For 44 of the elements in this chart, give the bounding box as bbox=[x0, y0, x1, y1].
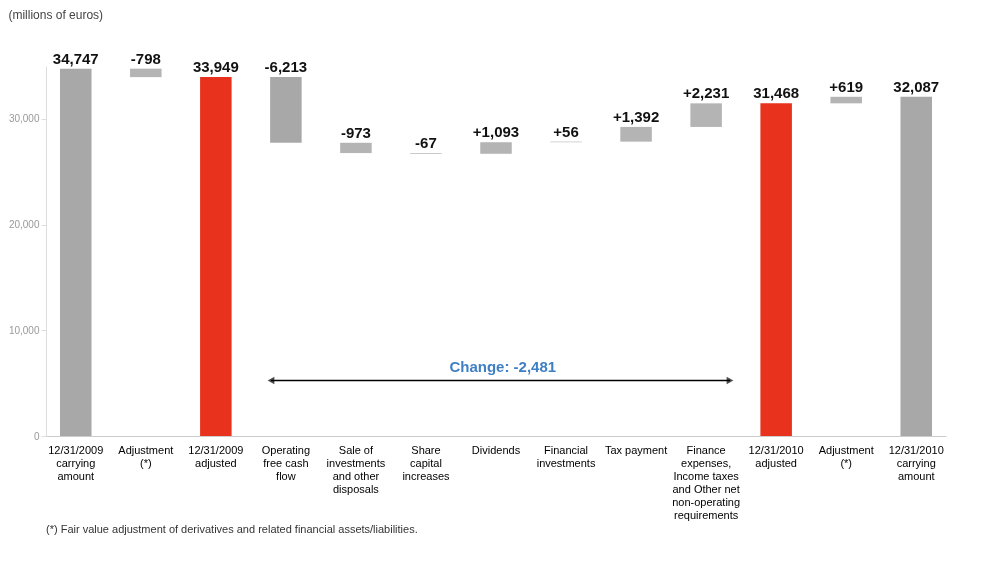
data-label: -67 bbox=[415, 134, 437, 152]
data-label: -6,213 bbox=[264, 58, 308, 76]
bar bbox=[480, 142, 512, 154]
x-tick-label: Financial investments bbox=[536, 443, 596, 469]
data-label: 34,747 bbox=[52, 49, 99, 67]
bar bbox=[760, 103, 792, 436]
data-label: 31,468 bbox=[753, 84, 800, 102]
y-tick-label: 20,000 bbox=[8, 219, 40, 231]
bar bbox=[60, 68, 92, 436]
bar bbox=[340, 142, 372, 154]
y-tick-label: 30,000 bbox=[8, 113, 40, 125]
bar bbox=[200, 77, 232, 436]
data-label: +56 bbox=[553, 122, 579, 140]
x-tick-label: Adjustment (*) bbox=[118, 443, 174, 469]
data-label: -798 bbox=[130, 49, 161, 67]
x-tick-label: 12/31/2009 adjusted bbox=[188, 443, 244, 469]
text: (*) Fair value adjustment of derivatives and related financial assets/liabilities. bbox=[46, 523, 418, 535]
x-tick-label: Finance expenses, Income taxes and Other net non-operating requirements bbox=[672, 443, 741, 521]
x-tick-label: Tax payment bbox=[604, 443, 668, 456]
bar bbox=[270, 77, 302, 143]
data-label: 33,949 bbox=[192, 58, 239, 76]
bar bbox=[830, 96, 862, 104]
y-axis-title: (millions of euros) bbox=[8, 7, 104, 22]
x-tick-label: Sale of investments and other disposals bbox=[326, 443, 386, 495]
data-label: +2,231 bbox=[682, 84, 730, 102]
x-tick-label: 12/31/2010 carrying amount bbox=[888, 443, 944, 482]
data-label: 32,087 bbox=[893, 77, 940, 95]
x-tick-label: 12/31/2010 adjusted bbox=[748, 443, 804, 469]
x-tick-label: Operating free cash flow bbox=[261, 443, 311, 482]
y-tick-label: 0 bbox=[33, 430, 40, 442]
x-tick-label: Dividends bbox=[471, 443, 521, 456]
bar bbox=[620, 126, 652, 142]
data-label: +1,392 bbox=[612, 107, 660, 125]
bar bbox=[900, 96, 932, 436]
data-label: +1,093 bbox=[472, 123, 520, 141]
y-tick-label: 10,000 bbox=[8, 324, 40, 336]
annotation: Change: -2,481 bbox=[449, 357, 557, 375]
bar bbox=[130, 68, 162, 78]
x-tick-label: 12/31/2009 carrying amount bbox=[48, 443, 104, 482]
data-label: +619 bbox=[829, 77, 864, 95]
x-tick-label: Share capital increases bbox=[402, 443, 450, 482]
x-tick-label: Adjustment (*) bbox=[818, 443, 874, 469]
data-label: -973 bbox=[340, 123, 371, 141]
bar bbox=[690, 103, 722, 127]
